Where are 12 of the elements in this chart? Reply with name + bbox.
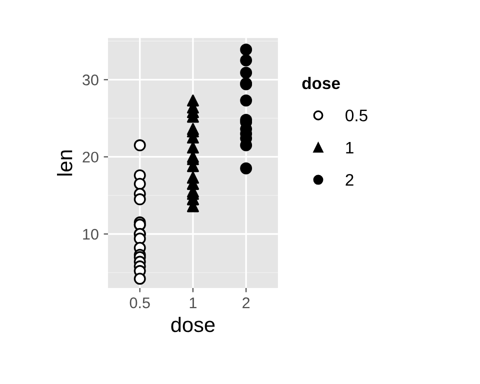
x-tick-label: 1: [190, 298, 196, 308]
legend-title: dose: [302, 76, 340, 90]
x-tick-label: 0.5: [130, 297, 150, 308]
legend-label: 2: [346, 174, 354, 186]
legend-label: 0.5: [346, 110, 368, 122]
x-tick-label: 2: [242, 297, 250, 308]
y-tick-label: 20: [82, 152, 98, 163]
y-tick-label: 10: [83, 228, 98, 240]
legend-label: 1: [346, 142, 354, 154]
y-axis-title: len: [57, 150, 72, 176]
x-axis-title: dose: [171, 316, 215, 332]
y-tick-label: 30: [82, 74, 98, 86]
